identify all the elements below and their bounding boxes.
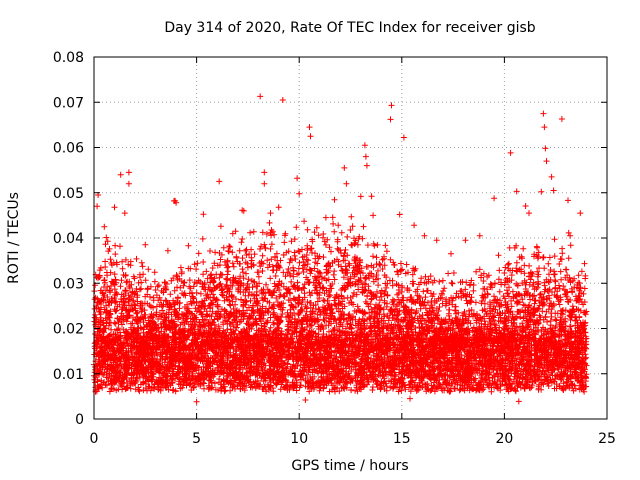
- y-tick-label: 0.03: [53, 276, 84, 292]
- roti-point: [458, 294, 465, 301]
- roti-point: [341, 164, 348, 171]
- roti-point: [307, 133, 314, 140]
- roti-point: [343, 180, 350, 187]
- data-points: [91, 93, 590, 405]
- roti-point: [583, 362, 590, 369]
- roti-point: [548, 173, 555, 180]
- roti-point: [232, 228, 239, 235]
- roti-point: [507, 149, 514, 156]
- roti-point: [411, 222, 418, 229]
- roti-point: [172, 197, 179, 204]
- roti-point: [216, 178, 223, 185]
- roti-point: [558, 116, 565, 122]
- roti-point: [515, 398, 522, 405]
- roti-point: [396, 211, 403, 218]
- roti-point: [185, 242, 192, 249]
- roti-point: [526, 210, 532, 217]
- roti-point: [261, 180, 268, 187]
- roti-point: [541, 124, 548, 131]
- roti-point: [370, 212, 377, 219]
- y-tick-label: 0.05: [53, 186, 84, 202]
- roti-point: [111, 204, 118, 211]
- roti-point: [257, 93, 264, 100]
- x-tick-label: 20: [495, 431, 513, 447]
- x-tick-label: 5: [192, 431, 201, 447]
- y-axis-label: ROTI / TECUs: [6, 192, 22, 284]
- roti-point: [335, 222, 342, 229]
- roti-point: [101, 223, 108, 230]
- roti-point: [125, 180, 132, 187]
- roti-point: [164, 247, 171, 254]
- roti-point: [407, 395, 413, 402]
- roti-point: [349, 223, 356, 230]
- y-tick-label: 0.01: [53, 367, 84, 383]
- y-tick-label: 0.08: [53, 50, 84, 66]
- roti-point: [400, 134, 407, 141]
- roti-point: [448, 250, 454, 257]
- roti-point: [302, 397, 309, 403]
- roti-point: [388, 102, 395, 109]
- x-tick-label: 25: [598, 431, 616, 447]
- roti-point: [550, 187, 557, 194]
- roti-point: [267, 210, 274, 217]
- roti-point: [543, 158, 550, 165]
- roti-point: [240, 207, 247, 214]
- roti-point: [387, 116, 394, 123]
- roti-point: [353, 291, 360, 298]
- roti-point: [193, 398, 200, 405]
- roti-point: [296, 190, 303, 197]
- roti-point: [577, 210, 584, 217]
- roti-point: [538, 188, 545, 195]
- roti-point: [306, 124, 313, 131]
- roti-point: [462, 237, 469, 244]
- y-tick-label: 0: [75, 412, 84, 428]
- y-tick-label: 0.02: [53, 322, 84, 338]
- roti-point: [491, 195, 498, 202]
- roti-point: [322, 214, 329, 221]
- axis-tick-labels: 0 5 10 15 20 25 0 0.01 0.02 0.03 0.04 0.05 0.06 0.07 0…: [53, 50, 616, 447]
- x-tick-label: 0: [90, 431, 99, 447]
- roti-point: [540, 110, 547, 117]
- roti-point: [275, 204, 282, 211]
- roti-point: [421, 232, 428, 239]
- roti-point: [117, 171, 124, 178]
- roti-point: [279, 97, 286, 103]
- roti-point: [565, 197, 571, 204]
- roti-point: [94, 203, 101, 210]
- chart-title: Day 314 of 2020, Rate Of TEC Index for r…: [164, 20, 535, 36]
- roti-point: [199, 235, 206, 242]
- roti-point: [476, 232, 483, 239]
- roti-point: [142, 241, 149, 248]
- roti-point: [125, 169, 132, 176]
- roti-point: [513, 188, 520, 195]
- roti-point: [251, 309, 258, 316]
- roti-point: [121, 210, 128, 217]
- roti-point: [433, 237, 440, 244]
- y-tick-label: 0.04: [53, 231, 84, 247]
- roti-point: [261, 169, 268, 176]
- y-tick-label: 0.06: [53, 141, 84, 157]
- roti-point: [294, 175, 301, 182]
- roti-point: [361, 142, 368, 149]
- roti-point: [357, 193, 364, 200]
- x-tick-label: 10: [290, 431, 308, 447]
- axis-ticks: [93, 56, 608, 420]
- roti-point: [92, 364, 98, 370]
- roti-point: [362, 153, 369, 160]
- roti-point: [542, 145, 549, 152]
- y-tick-label: 0.07: [53, 95, 84, 111]
- roti-point: [363, 162, 370, 169]
- x-tick-label: 15: [393, 431, 411, 447]
- x-axis-label: GPS time / hours: [291, 458, 408, 474]
- roti-point: [567, 232, 574, 239]
- roti-point: [148, 311, 155, 317]
